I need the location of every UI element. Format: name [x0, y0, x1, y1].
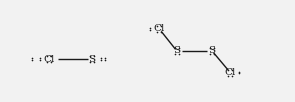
Text: Cl: Cl — [43, 55, 55, 64]
Text: S: S — [209, 47, 216, 55]
Text: S: S — [173, 47, 181, 55]
Text: Cl: Cl — [154, 24, 165, 33]
Text: S: S — [88, 55, 95, 64]
Text: Cl: Cl — [224, 68, 236, 77]
